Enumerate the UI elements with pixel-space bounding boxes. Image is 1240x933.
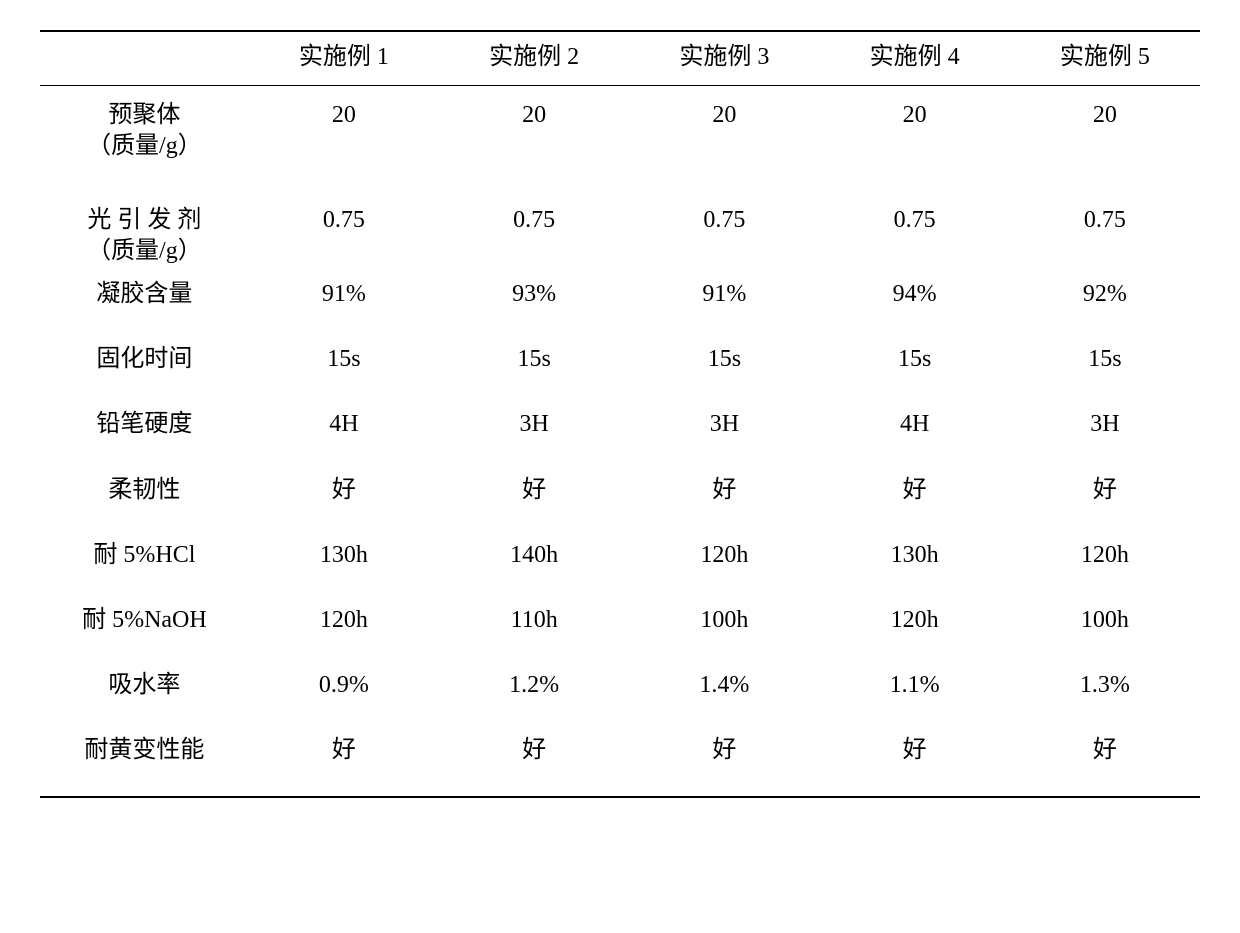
cell: 15s bbox=[1010, 336, 1200, 401]
table-row: 凝胶含量 91% 93% 91% 94% 92% bbox=[40, 271, 1200, 336]
col-header-ex4: 实施例 4 bbox=[820, 31, 1010, 86]
row-label-prepolymer: 预聚体 （质量/g） bbox=[40, 86, 249, 205]
table-row: 吸水率 0.9% 1.2% 1.4% 1.1% 1.3% bbox=[40, 662, 1200, 727]
cell: 好 bbox=[249, 727, 439, 797]
table-row: 固化时间 15s 15s 15s 15s 15s bbox=[40, 336, 1200, 401]
table-row: 柔韧性 好 好 好 好 好 bbox=[40, 467, 1200, 532]
cell: 110h bbox=[439, 597, 629, 662]
cell: 好 bbox=[439, 727, 629, 797]
table-header-row: 实施例 1 实施例 2 实施例 3 实施例 4 实施例 5 bbox=[40, 31, 1200, 86]
properties-table: 实施例 1 实施例 2 实施例 3 实施例 4 实施例 5 预聚体 （质量/g）… bbox=[40, 30, 1200, 798]
cell: 好 bbox=[1010, 467, 1200, 532]
cell: 91% bbox=[249, 271, 439, 336]
cell: 100h bbox=[1010, 597, 1200, 662]
cell: 15s bbox=[820, 336, 1010, 401]
row-label-pencil-hardness: 铅笔硬度 bbox=[40, 401, 249, 466]
cell: 94% bbox=[820, 271, 1010, 336]
row-label-flexibility: 柔韧性 bbox=[40, 467, 249, 532]
cell: 120h bbox=[629, 532, 819, 597]
col-header-ex2: 实施例 2 bbox=[439, 31, 629, 86]
cell: 1.3% bbox=[1010, 662, 1200, 727]
cell: 15s bbox=[629, 336, 819, 401]
cell: 20 bbox=[249, 86, 439, 205]
cell: 4H bbox=[249, 401, 439, 466]
row-label-yellowing-resistance: 耐黄变性能 bbox=[40, 727, 249, 797]
cell: 好 bbox=[820, 467, 1010, 532]
row-label-photoinitiator: 光 引 发 剂 （质量/g） bbox=[40, 205, 249, 271]
col-header-ex3: 实施例 3 bbox=[629, 31, 819, 86]
col-header-ex5: 实施例 5 bbox=[1010, 31, 1200, 86]
row-label-cure-time: 固化时间 bbox=[40, 336, 249, 401]
col-header-label bbox=[40, 31, 249, 86]
cell: 20 bbox=[629, 86, 819, 205]
cell: 4H bbox=[820, 401, 1010, 466]
table-row: 耐 5%HCl 130h 140h 120h 130h 120h bbox=[40, 532, 1200, 597]
cell: 130h bbox=[820, 532, 1010, 597]
cell: 0.9% bbox=[249, 662, 439, 727]
cell: 92% bbox=[1010, 271, 1200, 336]
cell: 好 bbox=[439, 467, 629, 532]
cell: 0.75 bbox=[820, 205, 1010, 271]
row-label-hcl-resistance: 耐 5%HCl bbox=[40, 532, 249, 597]
cell: 91% bbox=[629, 271, 819, 336]
cell: 好 bbox=[820, 727, 1010, 797]
cell: 0.75 bbox=[629, 205, 819, 271]
cell: 好 bbox=[1010, 727, 1200, 797]
cell: 120h bbox=[249, 597, 439, 662]
cell: 好 bbox=[629, 727, 819, 797]
cell: 130h bbox=[249, 532, 439, 597]
cell: 1.2% bbox=[439, 662, 629, 727]
cell: 140h bbox=[439, 532, 629, 597]
cell: 3H bbox=[1010, 401, 1200, 466]
cell: 1.4% bbox=[629, 662, 819, 727]
cell: 15s bbox=[439, 336, 629, 401]
row-label-gel-content: 凝胶含量 bbox=[40, 271, 249, 336]
cell: 3H bbox=[439, 401, 629, 466]
table-row: 预聚体 （质量/g） 20 20 20 20 20 bbox=[40, 86, 1200, 205]
table-row: 光 引 发 剂 （质量/g） 0.75 0.75 0.75 0.75 0.75 bbox=[40, 205, 1200, 271]
col-header-ex1: 实施例 1 bbox=[249, 31, 439, 86]
cell: 20 bbox=[1010, 86, 1200, 205]
cell: 20 bbox=[820, 86, 1010, 205]
cell: 15s bbox=[249, 336, 439, 401]
cell: 20 bbox=[439, 86, 629, 205]
cell: 0.75 bbox=[249, 205, 439, 271]
cell: 3H bbox=[629, 401, 819, 466]
cell: 好 bbox=[249, 467, 439, 532]
row-label-water-absorption: 吸水率 bbox=[40, 662, 249, 727]
row-label-naoh-resistance: 耐 5%NaOH bbox=[40, 597, 249, 662]
cell: 1.1% bbox=[820, 662, 1010, 727]
cell: 120h bbox=[820, 597, 1010, 662]
cell: 93% bbox=[439, 271, 629, 336]
cell: 好 bbox=[629, 467, 819, 532]
cell: 100h bbox=[629, 597, 819, 662]
cell: 120h bbox=[1010, 532, 1200, 597]
table-row: 铅笔硬度 4H 3H 3H 4H 3H bbox=[40, 401, 1200, 466]
table-row: 耐黄变性能 好 好 好 好 好 bbox=[40, 727, 1200, 797]
table-row: 耐 5%NaOH 120h 110h 100h 120h 100h bbox=[40, 597, 1200, 662]
cell: 0.75 bbox=[1010, 205, 1200, 271]
cell: 0.75 bbox=[439, 205, 629, 271]
